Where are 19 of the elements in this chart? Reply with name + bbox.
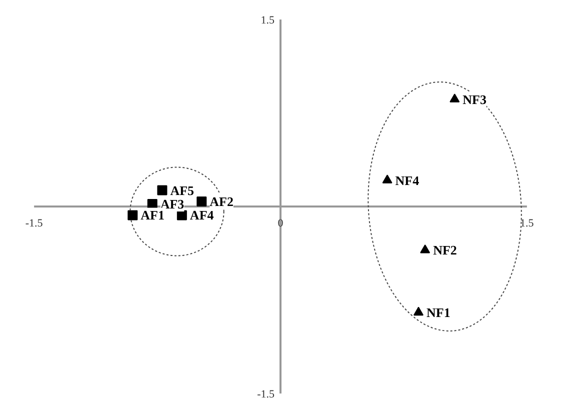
point: [176, 210, 187, 220]
annotation: NF4: [395, 172, 420, 188]
annotation: AF3: [160, 196, 185, 212]
x-tick-label: -1.5: [25, 218, 44, 230]
annotation: AF4: [190, 208, 214, 223]
annotation: NF1: [426, 304, 450, 320]
point: [382, 174, 392, 184]
annotation: AF1: [140, 208, 164, 223]
point: [128, 210, 138, 220]
annotation: AF5: [170, 182, 195, 198]
x-tick-label: 1.5: [520, 218, 534, 230]
annotation: NF2: [433, 242, 457, 258]
annotation: NF3: [462, 92, 487, 107]
point: [414, 306, 424, 316]
x-tick-label: 0: [278, 218, 284, 230]
point: [420, 244, 430, 254]
point: [157, 185, 168, 196]
annotation: AF2: [210, 194, 234, 210]
point: [196, 196, 207, 207]
